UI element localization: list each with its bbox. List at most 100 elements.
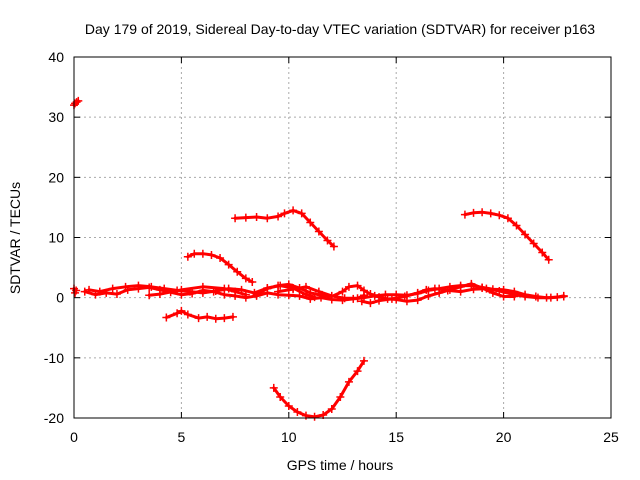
data-point <box>546 293 555 302</box>
data-point <box>521 230 530 239</box>
y-tick-label: -20 <box>44 410 64 426</box>
data-point <box>74 96 83 105</box>
y-tick-label: -10 <box>44 350 64 366</box>
data-point <box>456 287 465 296</box>
data-point <box>198 282 207 291</box>
data-point <box>387 294 396 303</box>
data-point <box>301 282 310 291</box>
data-point <box>508 290 517 299</box>
data-point <box>203 312 212 321</box>
data-point <box>295 291 304 300</box>
data-point <box>160 284 169 293</box>
data-point <box>460 210 469 219</box>
data-point <box>430 284 439 293</box>
data-point <box>400 292 409 301</box>
x-tick-label: 15 <box>388 429 404 445</box>
data-point <box>357 297 366 306</box>
series-line <box>272 359 366 419</box>
data-point <box>353 367 362 376</box>
data-point <box>310 412 319 421</box>
data-point <box>228 312 237 321</box>
data-point <box>220 314 229 323</box>
data-point <box>559 292 568 301</box>
grid-lines <box>74 57 611 418</box>
data-point <box>80 287 89 296</box>
series-arc-negative <box>162 306 237 323</box>
data-point <box>241 290 250 299</box>
data-point <box>95 287 104 296</box>
data-point <box>162 313 171 322</box>
series-arc-high-3 <box>460 208 553 264</box>
y-tick-label: 30 <box>48 109 64 125</box>
data-point <box>469 208 478 217</box>
data-point <box>533 293 542 302</box>
series-arc-high-1 <box>231 206 338 251</box>
data-point <box>155 290 164 299</box>
data-point <box>344 282 353 291</box>
data-point <box>112 290 121 299</box>
data-point <box>145 291 154 300</box>
data-point <box>544 255 553 264</box>
data-point <box>306 288 315 297</box>
y-tick-label: 0 <box>56 290 64 306</box>
x-tick-label: 10 <box>281 429 297 445</box>
data-point <box>366 299 375 308</box>
data-point <box>284 291 293 300</box>
data-point <box>327 291 336 300</box>
data-point <box>353 281 362 290</box>
data-point <box>241 213 250 222</box>
data-point <box>134 281 143 290</box>
data-point <box>183 252 192 261</box>
data-point <box>224 260 233 269</box>
data-point <box>121 282 130 291</box>
data-point <box>443 286 452 295</box>
y-tick-label: 40 <box>48 49 64 65</box>
data-point <box>314 287 323 296</box>
data-point <box>72 286 81 295</box>
data-point <box>336 392 345 401</box>
data-point <box>293 407 302 416</box>
x-tick-label: 20 <box>496 429 512 445</box>
data-point <box>274 212 283 221</box>
data-point <box>314 227 323 236</box>
data-point <box>289 206 298 215</box>
data-point <box>486 209 495 218</box>
data-point <box>241 274 250 283</box>
data-point <box>402 297 411 306</box>
data-point <box>248 278 257 287</box>
data-point <box>233 267 242 276</box>
data-point <box>108 284 117 293</box>
x-tick-label: 5 <box>178 429 186 445</box>
data-point <box>147 282 156 291</box>
data-point <box>340 294 349 303</box>
data-point <box>177 306 186 315</box>
x-tick-label: 25 <box>603 429 619 445</box>
data-point <box>413 296 422 305</box>
data-point <box>359 356 368 365</box>
data-point <box>276 392 285 401</box>
data-point <box>375 296 384 305</box>
data-point <box>478 208 487 217</box>
series-arc-main-6 <box>357 284 568 308</box>
data-point <box>353 294 362 303</box>
data-point <box>269 383 278 392</box>
data-point <box>231 287 240 296</box>
data-point <box>284 401 293 410</box>
data-point <box>252 290 261 299</box>
data-point <box>263 284 272 293</box>
x-axis-label: GPS time / hours <box>287 457 394 473</box>
chart-title: Day 179 of 2019, Sidereal Day-to-day VTE… <box>85 21 595 37</box>
data-point <box>529 239 538 248</box>
series-line <box>463 210 551 262</box>
data-point <box>495 287 504 296</box>
data-point <box>183 310 192 319</box>
data-point <box>538 248 547 257</box>
data-point <box>424 291 433 300</box>
data-point <box>512 221 521 230</box>
data-point <box>323 236 332 245</box>
series-arc-start-1 <box>70 284 81 297</box>
data-point <box>297 209 306 218</box>
data-point <box>211 314 220 323</box>
data-point <box>329 242 338 251</box>
data-point <box>190 249 199 258</box>
